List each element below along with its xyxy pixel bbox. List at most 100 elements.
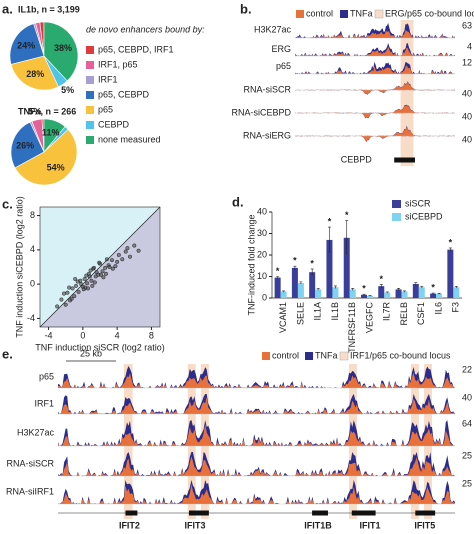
error-bar bbox=[448, 247, 452, 252]
gene-name: IFIT5 bbox=[414, 520, 435, 530]
error-bar bbox=[385, 291, 389, 294]
gene-body bbox=[351, 510, 376, 516]
bar bbox=[332, 287, 339, 298]
point bbox=[62, 291, 67, 296]
legend-swatch bbox=[86, 121, 94, 129]
gene-body bbox=[125, 510, 138, 516]
track-name: IRF1 bbox=[34, 398, 54, 408]
point bbox=[84, 273, 89, 278]
pie-slice bbox=[43, 21, 79, 82]
significance: * bbox=[449, 237, 453, 247]
bar bbox=[343, 237, 350, 298]
slice-label: 54% bbox=[47, 162, 65, 172]
signal bbox=[295, 30, 455, 38]
track-scale: 25 bbox=[462, 478, 472, 488]
track-scale: 40 bbox=[462, 88, 472, 98]
point bbox=[100, 269, 105, 274]
point bbox=[63, 302, 68, 307]
legend-label: TNFa bbox=[315, 350, 338, 360]
slice-label: 24% bbox=[17, 41, 35, 51]
track-scale: 12 bbox=[462, 57, 472, 67]
legend-swatch bbox=[305, 352, 313, 360]
legend-swatch bbox=[392, 213, 401, 221]
gene-name: CEBPD bbox=[341, 154, 373, 164]
x-tick-label: VEGFC bbox=[364, 302, 374, 334]
point bbox=[109, 258, 114, 263]
signal bbox=[58, 372, 455, 388]
gene-name: IFIT2 bbox=[119, 520, 140, 530]
error-bar bbox=[282, 290, 286, 293]
error-bar bbox=[420, 286, 424, 289]
point bbox=[85, 286, 90, 291]
gene-name: IFIT3 bbox=[184, 520, 205, 530]
x-tick-label: IL6 bbox=[433, 302, 443, 315]
y-tick-label: 0 bbox=[30, 279, 35, 289]
error-bar bbox=[293, 265, 297, 270]
x-tick-label: IL1A bbox=[313, 302, 323, 321]
legend-label: CEBPD bbox=[98, 119, 130, 129]
signal bbox=[295, 126, 455, 136]
point bbox=[97, 260, 102, 265]
slice-label: 5% bbox=[61, 85, 74, 95]
y-tick-label: 20 bbox=[257, 249, 267, 259]
legend-label: p65, CEBPD, IRF1 bbox=[98, 44, 174, 54]
bar bbox=[430, 293, 437, 298]
point bbox=[107, 265, 112, 270]
point bbox=[103, 271, 108, 276]
slice-label: 11% bbox=[42, 128, 60, 138]
legend-swatch bbox=[340, 10, 348, 18]
legend-swatch bbox=[86, 76, 94, 84]
error-bar bbox=[437, 292, 441, 295]
error-bar bbox=[403, 290, 407, 293]
y-axis-title: TNF induction siCEBPD (log2 ratio) bbox=[14, 196, 24, 338]
x-tick-label: RELB bbox=[399, 302, 409, 326]
bar bbox=[315, 289, 322, 298]
slice-label: 5% bbox=[29, 106, 42, 116]
track-scale: 40 bbox=[462, 392, 472, 402]
significance: * bbox=[431, 282, 435, 292]
gene-body bbox=[312, 510, 328, 516]
signal bbox=[295, 136, 455, 142]
panel-label: e. bbox=[2, 346, 13, 361]
point bbox=[101, 275, 106, 280]
gene-body bbox=[189, 510, 209, 516]
legend-label: IRF1 bbox=[98, 74, 118, 84]
signal bbox=[295, 105, 455, 113]
point bbox=[59, 297, 64, 302]
x-tick-label: 0 bbox=[80, 330, 85, 340]
bar bbox=[384, 292, 391, 298]
legend-label: none measured bbox=[98, 134, 161, 144]
signal bbox=[295, 136, 455, 142]
signal bbox=[58, 456, 455, 476]
legend-swatch bbox=[392, 200, 401, 208]
track-scale: 40 bbox=[462, 134, 472, 144]
slice-label: 28% bbox=[26, 69, 44, 79]
error-bar bbox=[345, 220, 349, 255]
point bbox=[123, 249, 128, 254]
track-name: RNA-siERG bbox=[243, 130, 291, 140]
point bbox=[69, 296, 74, 301]
slice-label: 26% bbox=[16, 140, 34, 150]
gene-body bbox=[415, 510, 436, 516]
legend-swatch bbox=[296, 10, 304, 18]
track-name: p65 bbox=[39, 371, 54, 381]
signal bbox=[58, 484, 455, 504]
signal bbox=[295, 46, 455, 56]
error-bar bbox=[379, 284, 383, 288]
x-tick-label: TNFRSF11B bbox=[347, 302, 357, 353]
track-name: RNA-siIRF1 bbox=[6, 486, 54, 496]
point bbox=[88, 268, 93, 273]
error-bar bbox=[327, 226, 331, 253]
x-tick-label: 4 bbox=[115, 330, 120, 340]
track-name: ERG bbox=[271, 44, 291, 54]
track-scale: 25 bbox=[462, 450, 472, 460]
legend-swatch bbox=[374, 9, 384, 19]
legend-label: control bbox=[272, 350, 299, 360]
signal bbox=[58, 396, 455, 414]
track-scale: 64 bbox=[462, 418, 472, 428]
plot-frame bbox=[39, 206, 161, 328]
panel-label: a. bbox=[2, 1, 13, 16]
x-tick-label: IL1B bbox=[330, 302, 340, 321]
track-name: H3K27ac bbox=[254, 24, 292, 34]
